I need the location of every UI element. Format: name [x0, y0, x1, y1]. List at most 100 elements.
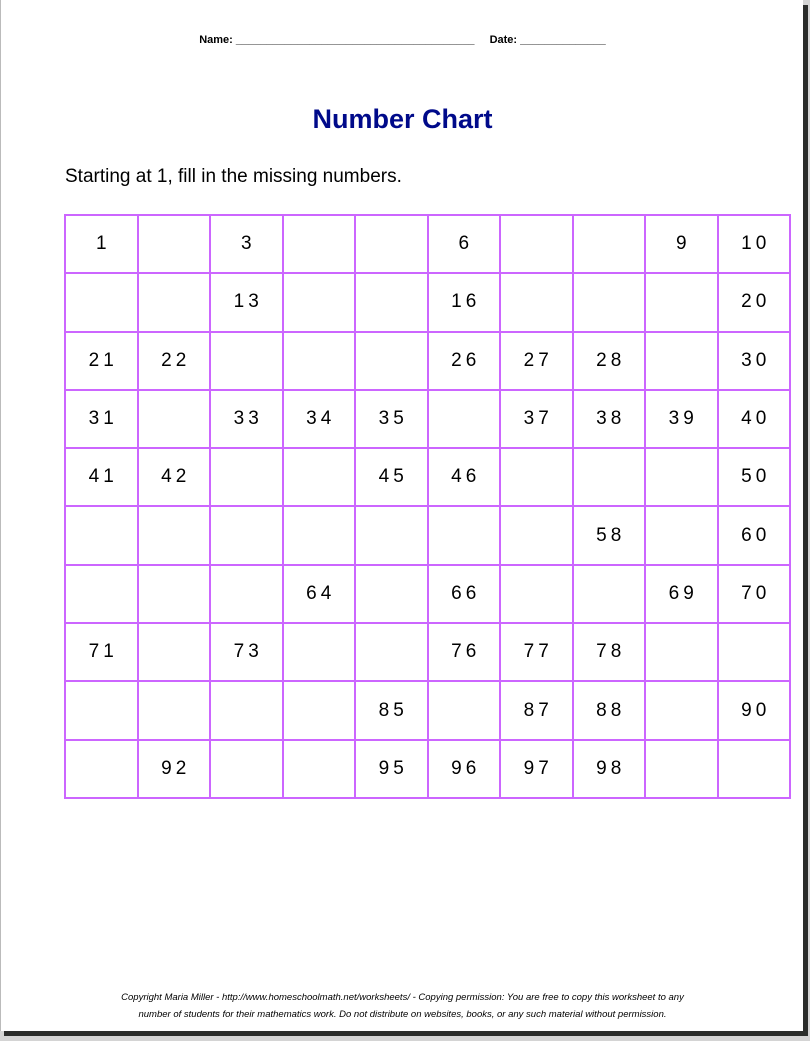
grid-cell-blank — [209, 505, 284, 566]
grid-cell: 34 — [281, 388, 356, 450]
grid-row: 85 87 88 90 — [64, 680, 791, 741]
grid-cell: 98 — [571, 738, 646, 799]
grid-cell: 50 — [716, 447, 791, 508]
grid-cell-blank — [571, 272, 646, 333]
grid-cell-blank — [571, 447, 646, 508]
grid-cell-blank — [499, 272, 574, 333]
grid-cell-blank — [644, 330, 719, 391]
grid-row: 71 73 76 77 78 — [64, 622, 791, 683]
grid-cell: 90 — [716, 680, 791, 741]
name-field: Name: __________________________________… — [199, 34, 475, 46]
grid-cell-blank — [281, 622, 356, 683]
grid-row: 41 42 45 46 50 — [64, 447, 791, 508]
grid-cell: 20 — [716, 272, 791, 333]
grid-row: 31 33 34 35 37 38 39 40 — [64, 388, 791, 450]
grid-cell-blank — [354, 272, 429, 333]
grid-cell-blank — [64, 563, 139, 625]
grid-cell: 40 — [716, 388, 791, 450]
grid-cell-blank — [209, 563, 284, 625]
grid-cell: 76 — [426, 622, 501, 683]
grid-cell: 27 — [499, 330, 574, 391]
grid-cell: 33 — [209, 388, 284, 450]
grid-cell-blank — [136, 272, 211, 333]
grid-cell: 73 — [209, 622, 284, 683]
number-grid: 1 3 6 9 10 13 16 20 21 22 26 27 28 30 31 33 34 35 37 38 39 40… — [64, 213, 791, 799]
grid-row: 1 3 6 9 10 — [64, 213, 791, 275]
grid-cell-blank — [354, 330, 429, 391]
grid-cell-blank — [716, 738, 791, 799]
grid-cell-blank — [644, 680, 719, 741]
grid-cell: 30 — [716, 330, 791, 391]
grid-cell: 39 — [644, 388, 719, 450]
grid-cell-blank — [644, 622, 719, 683]
grid-row: 21 22 26 27 28 30 — [64, 330, 791, 391]
grid-cell-blank — [354, 213, 429, 275]
grid-cell: 70 — [716, 563, 791, 625]
grid-cell-blank — [426, 680, 501, 741]
grid-cell-blank — [136, 505, 211, 566]
grid-cell: 85 — [354, 680, 429, 741]
copyright-line-1: Copyright Maria Miller - http://www.home… — [121, 992, 684, 1003]
grid-cell-blank — [644, 505, 719, 566]
grid-cell: 21 — [64, 330, 139, 391]
grid-cell: 10 — [716, 213, 791, 275]
grid-cell-blank — [136, 213, 211, 275]
grid-cell: 31 — [64, 388, 139, 450]
footer: Copyright Maria Miller - http://www.home… — [1, 989, 804, 1023]
grid-cell: 35 — [354, 388, 429, 450]
date-field: Date: ______________ — [489, 34, 606, 46]
grid-cell: 41 — [64, 447, 139, 508]
grid-cell: 95 — [354, 738, 429, 799]
grid-cell-blank — [354, 505, 429, 566]
page-title: Number Chart — [312, 104, 493, 134]
grid-cell-blank — [716, 622, 791, 683]
grid-cell: 58 — [571, 505, 646, 566]
grid-cell: 87 — [499, 680, 574, 741]
grid-cell-blank — [64, 738, 139, 799]
grid-cell: 22 — [136, 330, 211, 391]
grid-cell-blank — [571, 213, 646, 275]
grid-cell-blank — [281, 330, 356, 391]
grid-cell: 69 — [644, 563, 719, 625]
grid-cell-blank — [64, 505, 139, 566]
grid-cell-blank — [64, 680, 139, 741]
grid-cell: 26 — [426, 330, 501, 391]
grid-cell-blank — [281, 505, 356, 566]
instructions: Starting at 1, fill in the missing numbe… — [65, 166, 402, 187]
grid-cell-blank — [281, 738, 356, 799]
grid-cell-blank — [136, 622, 211, 683]
grid-cell-blank — [281, 213, 356, 275]
grid-cell-blank — [136, 680, 211, 741]
grid-cell: 37 — [499, 388, 574, 450]
grid-cell: 92 — [136, 738, 211, 799]
grid-cell-blank — [499, 447, 574, 508]
grid-cell-blank — [426, 388, 501, 450]
grid-cell: 77 — [499, 622, 574, 683]
grid-row: 64 66 69 70 — [64, 563, 791, 625]
grid-cell-blank — [571, 563, 646, 625]
grid-cell-blank — [644, 738, 719, 799]
grid-row: 92 95 96 97 98 — [64, 738, 791, 799]
grid-cell: 3 — [209, 213, 284, 275]
grid-cell: 28 — [571, 330, 646, 391]
grid-cell: 66 — [426, 563, 501, 625]
grid-cell-blank — [499, 563, 574, 625]
grid-cell: 42 — [136, 447, 211, 508]
grid-cell: 60 — [716, 505, 791, 566]
grid-cell-blank — [209, 330, 284, 391]
grid-cell: 6 — [426, 213, 501, 275]
grid-cell: 97 — [499, 738, 574, 799]
grid-cell-blank — [281, 680, 356, 741]
copyright-line-2: number of students for their mathematics… — [138, 1009, 667, 1020]
grid-row: 58 60 — [64, 505, 791, 566]
grid-cell-blank — [209, 447, 284, 508]
grid-cell: 9 — [644, 213, 719, 275]
grid-cell: 78 — [571, 622, 646, 683]
grid-cell-blank — [499, 213, 574, 275]
grid-cell: 38 — [571, 388, 646, 450]
grid-cell: 1 — [64, 213, 139, 275]
grid-cell-blank — [354, 622, 429, 683]
grid-cell-blank — [644, 447, 719, 508]
grid-cell-blank — [644, 272, 719, 333]
